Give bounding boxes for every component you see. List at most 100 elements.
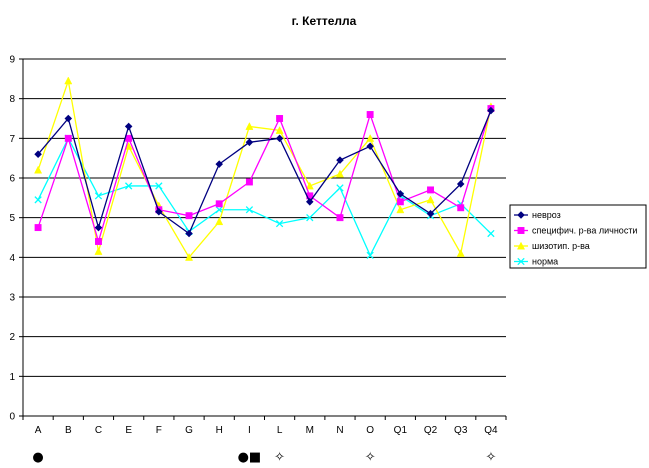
data-point: [366, 251, 374, 260]
data-point: [215, 206, 223, 214]
data-point: [64, 114, 73, 123]
data-point: [185, 229, 193, 238]
x-tick-label: I: [248, 425, 251, 436]
series-line: [37, 80, 492, 259]
data-point: [456, 249, 465, 257]
x-tick-label: O: [366, 425, 374, 436]
data-point: [516, 241, 526, 250]
data-point-stroke: [306, 214, 314, 222]
data-point: [185, 252, 194, 261]
x-tick-label: Q2: [424, 425, 438, 436]
y-tick-label: 8: [9, 94, 15, 105]
data-point: [366, 111, 374, 118]
data-point: [124, 182, 133, 190]
data-point: [427, 186, 434, 194]
legend-entry: невроз: [514, 210, 561, 220]
legend-entry: шизотип. р-ва: [514, 241, 590, 251]
data-point: [275, 126, 284, 134]
data-point: [336, 184, 344, 192]
data-point: [185, 212, 193, 220]
data-point: [124, 122, 133, 131]
data-point: [517, 257, 525, 266]
data-point: [276, 115, 284, 122]
x-tick-label: Q4: [484, 425, 498, 436]
data-point: [366, 133, 375, 142]
data-point: [94, 192, 103, 200]
x-tick-label: C: [95, 425, 102, 436]
y-tick-label: 1: [9, 372, 15, 383]
series-0: [34, 106, 495, 238]
annotation-symbol: ✧: [365, 450, 376, 465]
data-point: [426, 209, 435, 218]
data-point-stroke: [155, 182, 163, 190]
data-point: [457, 204, 465, 212]
x-tick-label: L: [277, 425, 283, 436]
plot-area: [23, 59, 506, 416]
x-tick-label: B: [65, 425, 72, 436]
legend-box: [509, 204, 647, 269]
data-point: [487, 106, 495, 115]
legend-label: шизотип. р-ва: [532, 241, 590, 251]
legend-label: норма: [532, 257, 558, 267]
data-point: [305, 181, 314, 190]
x-tick-label: F: [156, 425, 162, 436]
y-tick-label: 6: [9, 174, 15, 185]
annotation-symbol: ●: [32, 450, 43, 465]
data-point: [155, 207, 163, 216]
x-tick-label: Q3: [454, 425, 468, 436]
data-point: [94, 223, 103, 232]
data-point: [275, 219, 284, 228]
data-point-stroke: [366, 251, 374, 260]
data-point: [95, 238, 102, 245]
data-point: [396, 205, 405, 214]
legend-entry: специфич. р-ва личности: [514, 226, 637, 236]
data-point: [396, 190, 405, 198]
chart-title: г. Кеттелла: [292, 14, 357, 28]
data-point-stroke: [336, 184, 344, 192]
data-point: [34, 150, 42, 158]
data-point: [456, 180, 465, 188]
x-tick-label: M: [306, 425, 314, 436]
data-point: [336, 156, 344, 164]
annotation-symbol: ✧: [274, 450, 285, 465]
annotation-symbol: ✧: [485, 450, 496, 465]
data-point: [366, 142, 374, 151]
data-point-stroke: [34, 196, 42, 204]
x-tick-label: E: [125, 425, 132, 436]
data-point: [517, 211, 525, 219]
x-tick-label: H: [216, 425, 223, 436]
data-point: [517, 227, 525, 234]
data-point-stroke: [245, 206, 254, 214]
y-tick-label: 9: [9, 55, 15, 66]
data-point: [34, 165, 43, 174]
data-point-stroke: [487, 229, 495, 238]
data-point: [245, 178, 253, 186]
data-point: [336, 214, 344, 222]
data-point: [215, 160, 223, 168]
data-point: [426, 195, 435, 204]
data-point: [64, 76, 73, 85]
data-point: [245, 122, 254, 130]
data-point: [396, 198, 404, 206]
data-point: [64, 134, 72, 142]
data-point: [34, 196, 42, 204]
x-tick-label: A: [35, 425, 42, 436]
series-line: [37, 108, 492, 244]
data-point: [275, 134, 284, 143]
data-point: [94, 247, 103, 255]
data-point: [245, 206, 254, 214]
x-tick-label: N: [336, 425, 343, 436]
data-point: [306, 214, 314, 222]
data-point: [34, 224, 42, 232]
data-point: [155, 182, 163, 190]
legend-label: специфич. р-ва личности: [532, 226, 637, 236]
data-point-stroke: [124, 182, 133, 190]
y-tick-label: 7: [9, 134, 15, 145]
data-point: [215, 217, 224, 226]
data-point-stroke: [275, 219, 284, 228]
y-tick-label: 0: [9, 412, 15, 423]
data-point: [335, 169, 344, 178]
y-tick-label: 5: [9, 213, 15, 224]
